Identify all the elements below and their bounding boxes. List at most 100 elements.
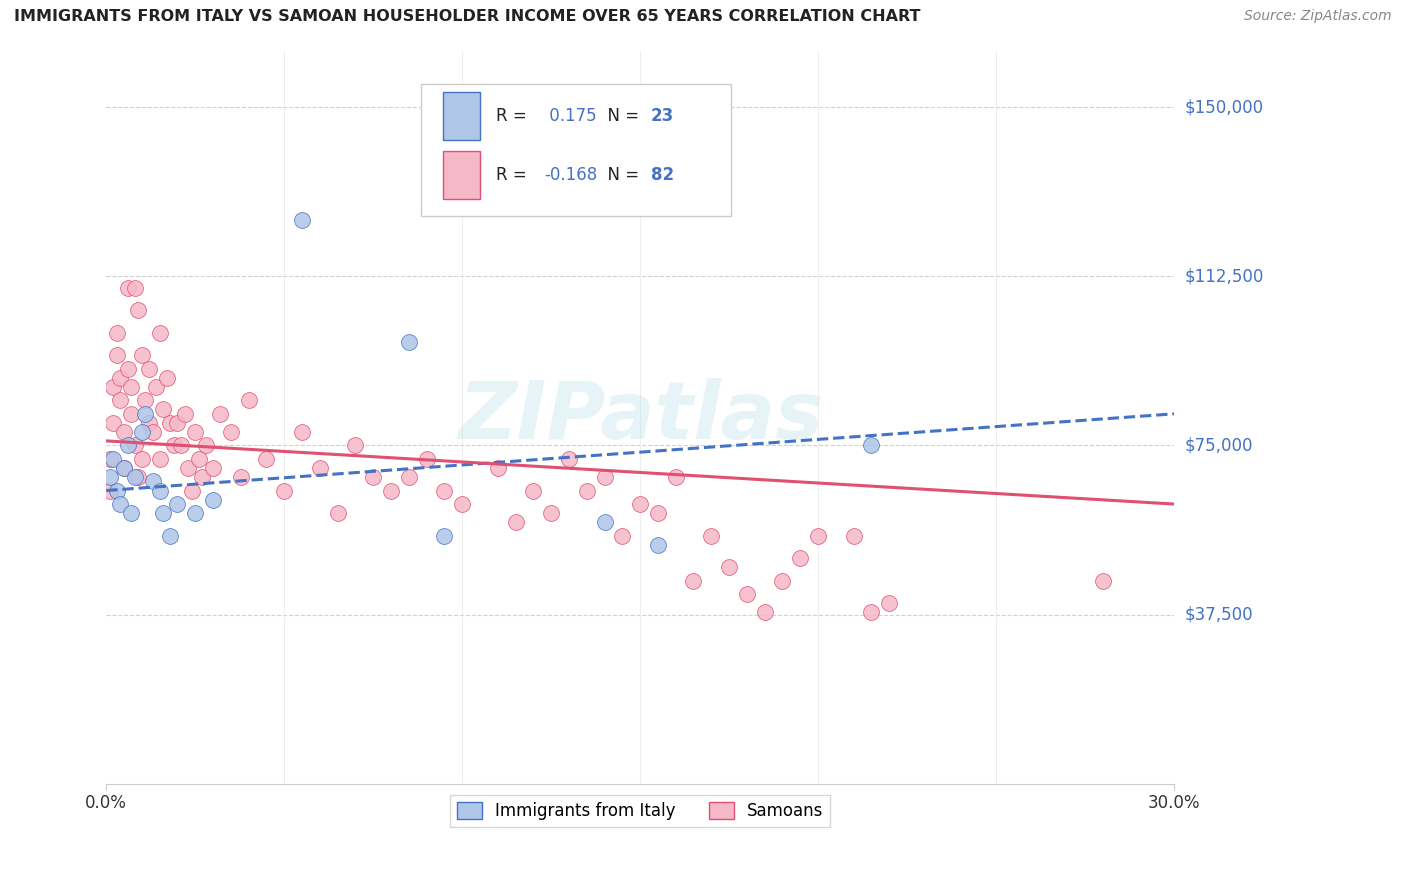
Point	[184, 506, 207, 520]
Point	[789, 551, 811, 566]
Point	[700, 528, 723, 542]
Text: $150,000: $150,000	[1185, 98, 1264, 116]
Point	[219, 425, 242, 439]
Point	[124, 438, 146, 452]
Point	[110, 393, 132, 408]
Point	[398, 470, 420, 484]
Point	[117, 438, 139, 452]
Point	[124, 280, 146, 294]
Point	[131, 348, 153, 362]
Point	[98, 483, 121, 498]
Point	[149, 326, 172, 340]
Text: R =: R =	[496, 166, 531, 184]
Text: -0.168: -0.168	[544, 166, 598, 184]
Point	[105, 483, 128, 498]
Point	[415, 452, 437, 467]
Point	[103, 416, 125, 430]
Point	[433, 528, 456, 542]
Point	[98, 452, 121, 467]
Text: R =: R =	[496, 107, 531, 125]
Point	[149, 483, 172, 498]
Point	[127, 303, 149, 318]
Text: 23: 23	[651, 107, 673, 125]
Point	[117, 361, 139, 376]
Point	[807, 528, 830, 542]
Point	[273, 483, 295, 498]
Point	[117, 280, 139, 294]
Point	[558, 452, 581, 467]
FancyBboxPatch shape	[422, 84, 731, 216]
Point	[103, 380, 125, 394]
Point	[120, 506, 142, 520]
Point	[98, 470, 121, 484]
Point	[860, 605, 883, 619]
Point	[505, 515, 527, 529]
Text: ZIPatlas: ZIPatlas	[457, 378, 823, 456]
Point	[110, 497, 132, 511]
Point	[202, 492, 225, 507]
Point	[159, 528, 181, 542]
Point	[134, 407, 156, 421]
Point	[209, 407, 232, 421]
Point	[860, 438, 883, 452]
Point	[145, 380, 167, 394]
Point	[191, 470, 214, 484]
Point	[522, 483, 544, 498]
Point	[451, 497, 474, 511]
Point	[842, 528, 865, 542]
Point	[754, 605, 776, 619]
Point	[166, 497, 188, 511]
Point	[486, 461, 509, 475]
Point	[254, 452, 277, 467]
Point	[194, 438, 217, 452]
Text: IMMIGRANTS FROM ITALY VS SAMOAN HOUSEHOLDER INCOME OVER 65 YEARS CORRELATION CHA: IMMIGRANTS FROM ITALY VS SAMOAN HOUSEHOL…	[14, 9, 921, 24]
Point	[540, 506, 562, 520]
Point	[184, 425, 207, 439]
Point	[291, 212, 314, 227]
Point	[166, 416, 188, 430]
Point	[238, 393, 260, 408]
Point	[202, 461, 225, 475]
Point	[628, 497, 651, 511]
Point	[170, 438, 193, 452]
Point	[177, 461, 200, 475]
Point	[120, 407, 142, 421]
Point	[112, 461, 135, 475]
Point	[156, 370, 179, 384]
Point	[127, 470, 149, 484]
Point	[593, 470, 616, 484]
Point	[131, 425, 153, 439]
Point	[593, 515, 616, 529]
Point	[231, 470, 253, 484]
Point	[152, 402, 174, 417]
Point	[105, 326, 128, 340]
Point	[105, 348, 128, 362]
Point	[361, 470, 384, 484]
Point	[647, 538, 669, 552]
Point	[398, 334, 420, 349]
Point	[344, 438, 367, 452]
Point	[103, 452, 125, 467]
Point	[647, 506, 669, 520]
Point	[110, 370, 132, 384]
Point	[575, 483, 598, 498]
Point	[159, 416, 181, 430]
FancyBboxPatch shape	[443, 93, 479, 140]
Point	[291, 425, 314, 439]
Point	[433, 483, 456, 498]
Point	[877, 596, 900, 610]
Point	[120, 380, 142, 394]
Point	[772, 574, 794, 588]
Point	[112, 425, 135, 439]
Point	[1091, 574, 1114, 588]
Point	[131, 452, 153, 467]
Text: 0.175: 0.175	[544, 107, 596, 125]
Text: 82: 82	[651, 166, 673, 184]
Point	[612, 528, 634, 542]
Point	[308, 461, 330, 475]
Point	[173, 407, 195, 421]
Point	[180, 483, 202, 498]
Point	[124, 470, 146, 484]
Legend: Immigrants from Italy, Samoans: Immigrants from Italy, Samoans	[450, 795, 830, 827]
Text: N =: N =	[598, 166, 645, 184]
